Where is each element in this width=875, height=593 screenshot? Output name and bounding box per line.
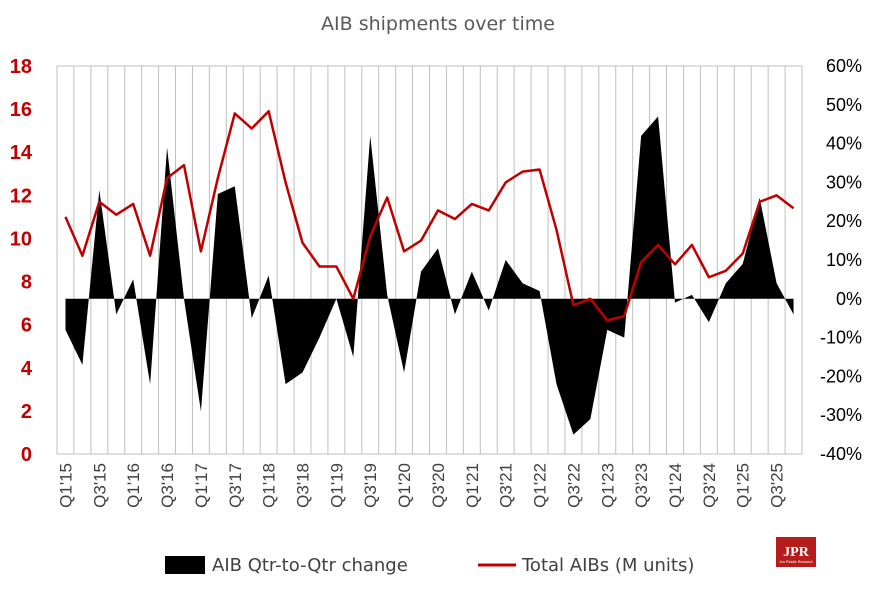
qtr-change-area-series xyxy=(65,116,794,435)
logo-text: JPR xyxy=(783,545,810,560)
legend: AIB Qtr-to-Qtr change Total AIBs (M unit… xyxy=(165,555,694,576)
left-axis-tick-label: 18 xyxy=(10,56,32,78)
x-axis-tick-label: Q3'21 xyxy=(497,463,516,508)
x-axis-tick-label: Q1'20 xyxy=(395,463,414,508)
right-axis-tick-label: 40% xyxy=(826,134,862,154)
x-axis-tick-label: Q1'22 xyxy=(531,463,550,508)
legend-label-area: AIB Qtr-to-Qtr change xyxy=(212,555,408,576)
x-axis-tick-label: Q1'19 xyxy=(327,463,346,508)
x-axis-tick-label: Q1'15 xyxy=(56,463,75,508)
right-axis-tick-label: 20% xyxy=(826,211,862,231)
plot-frame xyxy=(56,65,803,455)
right-axis-tick-label: -10% xyxy=(820,328,862,348)
area-series-qtr-change xyxy=(65,116,794,435)
chart-title: AIB shipments over time xyxy=(321,13,555,35)
right-axis: -40% -30% -20% -10% 0% 10% 20% 30% 40% 50% 60% xyxy=(820,56,862,464)
right-axis-tick-label: 30% xyxy=(826,172,862,192)
x-axis-tick-label: Q1'24 xyxy=(666,463,685,508)
x-axis-tick-label: Q3'22 xyxy=(564,463,583,508)
left-axis-tick-label: 16 xyxy=(10,99,32,121)
legend-swatch-area xyxy=(165,556,205,574)
x-axis-tick-label: Q3'16 xyxy=(158,463,177,508)
x-axis-tick-label: Q3'19 xyxy=(361,463,380,508)
left-axis-tick-label: 14 xyxy=(10,142,33,164)
right-axis-tick-label: -40% xyxy=(820,444,862,464)
left-axis-tick-label: 12 xyxy=(10,185,32,207)
right-axis-tick-label: 50% xyxy=(826,95,862,115)
x-axis-tick-label: Q1'18 xyxy=(260,463,279,508)
x-axis-tick-label: Q1'25 xyxy=(734,463,753,508)
x-axis-tick-label: Q1'21 xyxy=(463,463,482,508)
right-axis-tick-label: 60% xyxy=(826,56,862,76)
right-axis-tick-label: 0% xyxy=(836,289,862,309)
x-axis-tick-label: Q1'16 xyxy=(124,463,143,508)
x-axis-tick-label: Q3'23 xyxy=(632,463,651,508)
left-axis-tick-label: 10 xyxy=(10,228,32,250)
right-axis-tick-label: 10% xyxy=(826,250,862,270)
x-axis: Q1'15 Q3'15 Q1'16 Q3'16 Q1'17 Q3'17 Q1'18 Q3'18… xyxy=(56,463,786,508)
x-axis-tick-label: Q3'24 xyxy=(700,463,719,508)
x-axis-tick-label: Q3'20 xyxy=(429,463,448,508)
logo-subtext: Jon Peddie Research xyxy=(779,560,813,564)
x-axis-tick-label: Q3'25 xyxy=(768,463,787,508)
x-axis-tick-label: Q3'15 xyxy=(90,463,109,508)
right-axis-tick-label: -30% xyxy=(820,405,862,425)
total-aibs-line-series xyxy=(64,110,795,322)
x-axis-tick-label: Q1'23 xyxy=(598,463,617,508)
left-axis-tick-label: 4 xyxy=(21,358,33,380)
right-axis-tick-label: -20% xyxy=(820,366,862,386)
line-series-total-aibs xyxy=(64,110,795,322)
left-axis-tick-label: 6 xyxy=(21,315,32,337)
jpr-logo-icon: JPR Jon Peddie Research xyxy=(776,537,816,567)
x-axis-tick-label: Q1'17 xyxy=(192,463,211,508)
left-axis: 0 2 4 6 8 10 12 14 16 18 xyxy=(10,56,33,466)
grid xyxy=(56,66,803,454)
left-axis-tick-label: 8 xyxy=(21,272,32,294)
legend-label-line: Total AIBs (M units) xyxy=(521,555,694,576)
x-axis-tick-label: Q3'18 xyxy=(294,463,313,508)
plot-border xyxy=(56,65,803,455)
left-axis-tick-label: 0 xyxy=(21,444,32,466)
left-axis-tick-label: 2 xyxy=(21,401,32,423)
x-axis-tick-label: Q3'17 xyxy=(226,463,245,508)
